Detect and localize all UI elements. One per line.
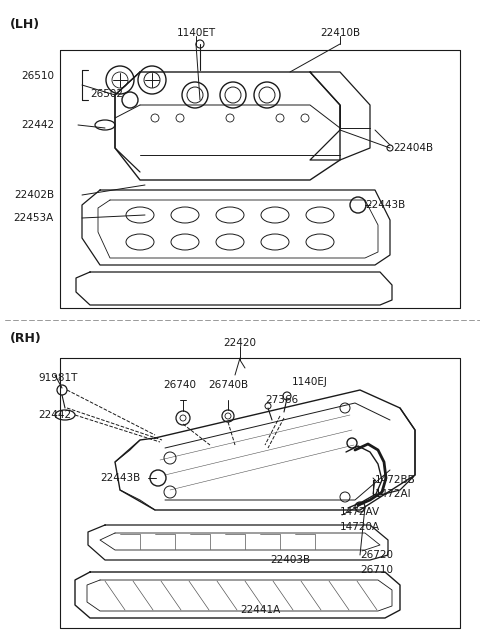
Text: (LH): (LH) (10, 18, 40, 31)
Text: 1472BB: 1472BB (375, 475, 416, 485)
Text: 22453A: 22453A (14, 213, 54, 223)
Text: 26740B: 26740B (208, 380, 248, 390)
Text: (RH): (RH) (10, 332, 42, 345)
Text: 26510: 26510 (21, 71, 54, 81)
Text: 22442: 22442 (21, 120, 54, 130)
Text: 26710: 26710 (360, 565, 393, 575)
Text: 22403B: 22403B (270, 555, 310, 565)
Text: 22404B: 22404B (393, 143, 433, 153)
Text: 91981T: 91981T (38, 373, 77, 383)
Text: 27366: 27366 (265, 395, 298, 405)
Text: 1140EJ: 1140EJ (292, 377, 328, 387)
Text: 22441A: 22441A (240, 605, 280, 615)
Text: 1472AV: 1472AV (340, 507, 380, 517)
Text: 26740: 26740 (164, 380, 196, 390)
Text: 26720: 26720 (360, 550, 393, 560)
Text: 22402B: 22402B (14, 190, 54, 200)
Text: 1472AI: 1472AI (375, 489, 412, 499)
Text: 22443B: 22443B (365, 200, 405, 210)
Text: 1140ET: 1140ET (177, 28, 216, 38)
Text: 22442: 22442 (38, 410, 71, 420)
Text: 22443B: 22443B (100, 473, 140, 483)
Text: 22420: 22420 (224, 338, 256, 348)
Text: 22410B: 22410B (320, 28, 360, 38)
Text: 26502: 26502 (90, 89, 123, 99)
Text: 14720A: 14720A (340, 522, 380, 532)
